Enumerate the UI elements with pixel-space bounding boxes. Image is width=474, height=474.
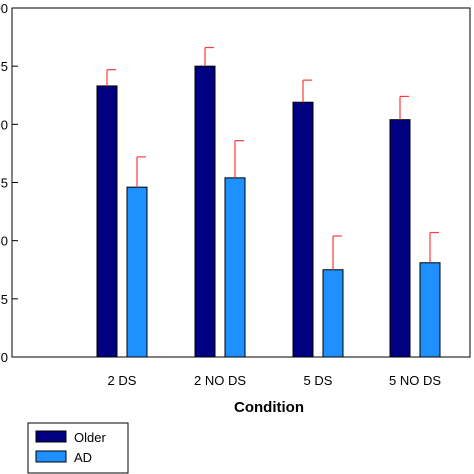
bar-older-1 bbox=[96, 85, 118, 358]
bar-older-3 bbox=[292, 101, 314, 358]
bar-older-4 bbox=[389, 119, 411, 358]
x-tick-label: 2 NO DS bbox=[194, 373, 246, 388]
y-tick-label: 70 bbox=[0, 350, 8, 365]
x-axis: 2 DS 2 NO DS 5 DS 5 NO DS bbox=[108, 373, 442, 388]
legend-swatch-older bbox=[35, 430, 67, 443]
y-tick-label: 100 bbox=[0, 1, 8, 16]
legend-swatch-ad bbox=[35, 450, 67, 463]
bar-ad-1 bbox=[126, 186, 148, 358]
legend-label-older: Older bbox=[74, 430, 106, 445]
bar-older-2 bbox=[194, 65, 216, 358]
y-axis: 70 75 80 85 90 95 100 bbox=[0, 1, 18, 365]
legend-label-ad: AD bbox=[74, 450, 92, 465]
y-tick-label: 80 bbox=[0, 234, 8, 249]
y-tick-label: 95 bbox=[0, 59, 8, 74]
bar-ad-2 bbox=[224, 177, 246, 358]
bar-ad-4 bbox=[419, 262, 441, 358]
legend: Older AD bbox=[27, 422, 129, 474]
y-tick-label: 90 bbox=[0, 117, 8, 132]
y-tick-label: 75 bbox=[0, 292, 8, 307]
y-tick-label: 85 bbox=[0, 176, 8, 191]
x-tick-label: 5 DS bbox=[304, 373, 333, 388]
x-tick-label: 5 NO DS bbox=[389, 373, 441, 388]
x-tick-label: 2 DS bbox=[108, 373, 137, 388]
bar-ad-3 bbox=[322, 269, 344, 358]
bars bbox=[96, 46, 441, 358]
x-axis-title: Condition bbox=[234, 399, 304, 416]
